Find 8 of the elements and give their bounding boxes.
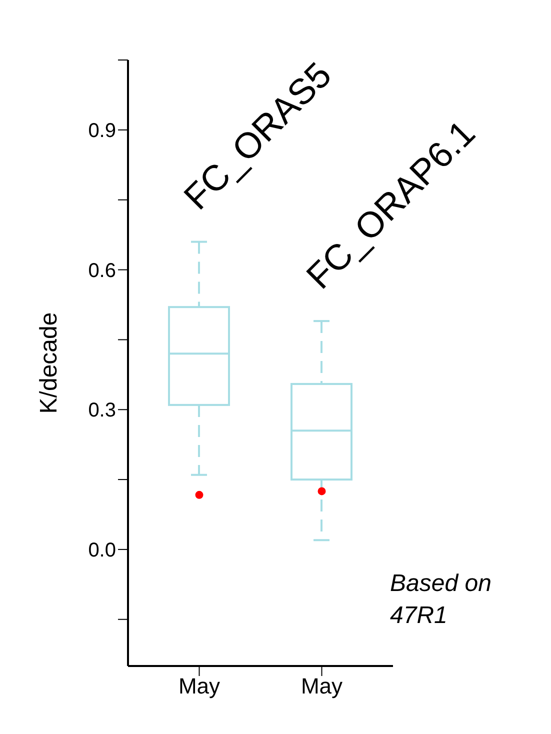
y-tick-label: 0.9: [88, 120, 116, 142]
y-tick-label: 0.0: [88, 540, 116, 562]
annotation: Based on 47R1: [390, 569, 492, 631]
y-tick-label: 0.6: [88, 260, 116, 282]
y-tick-label: 0.3: [88, 400, 116, 422]
x-tick-label: May: [300, 674, 343, 699]
x-tick-label: May: [178, 674, 220, 699]
y-axis-title: K/decade: [36, 312, 63, 414]
